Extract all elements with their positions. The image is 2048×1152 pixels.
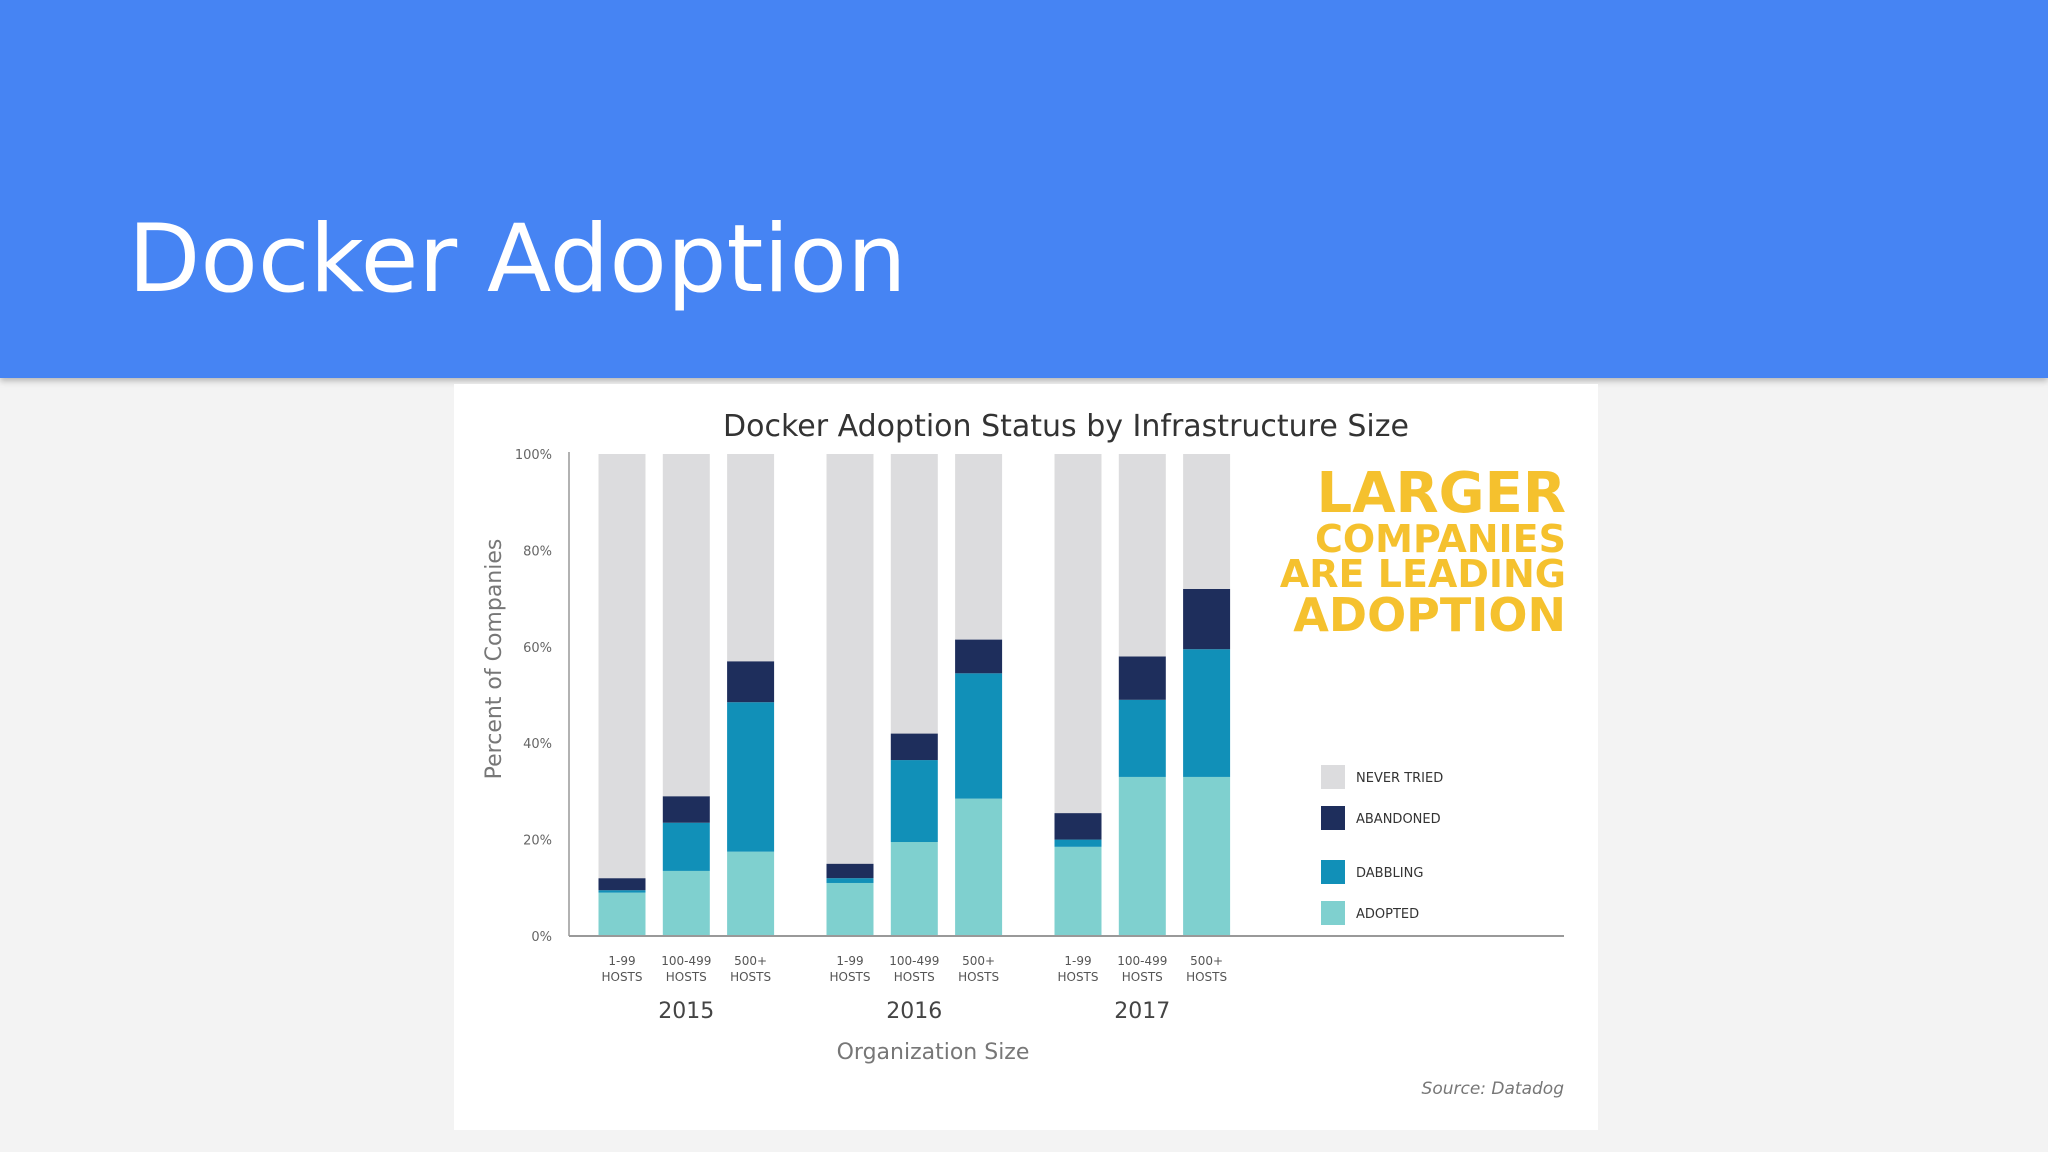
bar-segment-never-tried [662, 454, 710, 797]
y-tick-label: 100% [515, 448, 552, 463]
bar-segment-adopted [1118, 776, 1166, 936]
bar-segment-dabbling [1118, 699, 1166, 777]
legend-swatch [1321, 765, 1345, 789]
bar-segment-never-tried [1054, 454, 1102, 814]
bar-segment-dabbling [1054, 839, 1102, 847]
x-tick-label: HOSTS [666, 970, 707, 984]
bar-segment-adopted [955, 798, 1003, 936]
legend-label: NEVER TRIED [1356, 771, 1443, 786]
x-tick-label: 100-499 [889, 954, 939, 968]
bar-segment-adopted [598, 892, 646, 936]
x-axis-label: Organization Size [837, 1040, 1030, 1065]
x-tick-label: 500+ [1190, 954, 1223, 968]
y-tick-label: 80% [523, 544, 552, 559]
x-tick-label: 100-499 [1117, 954, 1167, 968]
x-tick-label: HOSTS [958, 970, 999, 984]
y-tick-label: 60% [523, 641, 552, 656]
bar-segment-never-tried [1118, 454, 1166, 657]
legend-label: ADOPTED [1356, 907, 1419, 922]
legend-label: ABANDONED [1356, 812, 1441, 827]
callout-line: LARGER [1317, 461, 1566, 526]
bar-segment-abandoned [955, 639, 1003, 674]
legend-swatch [1321, 901, 1345, 925]
bar-segment-never-tried [890, 454, 938, 734]
bar-segment-dabbling [727, 702, 775, 852]
bar-segment-never-tried [826, 454, 874, 864]
bar-segment-abandoned [1118, 656, 1166, 700]
x-tick-label: HOSTS [829, 970, 870, 984]
bar-segment-adopted [727, 851, 775, 936]
callout-line: ARE LEADING [1280, 552, 1566, 596]
bar-segment-never-tried [598, 454, 646, 879]
legend-swatch [1321, 806, 1345, 830]
bar-segment-adopted [662, 870, 710, 936]
bars-layer [598, 454, 1231, 936]
y-axis-label: Percent of Companies [482, 539, 507, 780]
x-tick-label: 500+ [962, 954, 995, 968]
chart-card: Docker Adoption Status by Infrastructure… [454, 384, 1598, 1130]
x-tick-label: 100-499 [661, 954, 711, 968]
callout-line: ADOPTION [1293, 588, 1566, 642]
x-tick-label: 500+ [734, 954, 767, 968]
x-tick-label: HOSTS [1057, 970, 1098, 984]
bar-segment-dabbling [1183, 649, 1231, 777]
y-tick-label: 20% [523, 834, 552, 849]
bar-segment-abandoned [1054, 813, 1102, 840]
group-label: 2015 [658, 999, 714, 1024]
bar-segment-never-tried [955, 454, 1003, 640]
slide-title: Docker Adoption [128, 205, 907, 314]
legend: NEVER TRIED ABANDONED DABBLING ADOPTED [1321, 765, 1443, 925]
group-label: 2016 [886, 999, 942, 1024]
x-tick-label: 1-99 [1064, 954, 1091, 968]
axes-layer: 0% 20% 40% 60% 80% 100% 1-99 HOSTS 100-499 HOSTS 5… [515, 448, 1564, 1024]
bar-segment-dabbling [826, 878, 874, 883]
bar-segment-dabbling [955, 673, 1003, 799]
source-note: Source: Datadog [1422, 1079, 1565, 1099]
bar-segment-dabbling [598, 890, 646, 893]
x-tick-label: HOSTS [601, 970, 642, 984]
bar-segment-abandoned [727, 661, 775, 703]
stacked-bar-chart: Docker Adoption Status by Infrastructure… [482, 409, 1566, 1099]
x-tick-label: HOSTS [730, 970, 771, 984]
bar-segment-abandoned [890, 733, 938, 761]
bar-segment-never-tried [727, 454, 775, 662]
y-tick-label: 0% [531, 930, 552, 945]
legend-label: DABBLING [1356, 866, 1423, 881]
bar-segment-dabbling [662, 822, 710, 871]
slide-header: Docker Adoption [0, 0, 2048, 378]
bar-segment-adopted [826, 882, 874, 936]
bar-segment-abandoned [662, 796, 710, 823]
bar-segment-adopted [1183, 776, 1231, 936]
x-tick-label: HOSTS [894, 970, 935, 984]
bar-segment-never-tried [1183, 454, 1231, 589]
x-tick-label: 1-99 [836, 954, 863, 968]
legend-swatch [1321, 860, 1345, 884]
y-tick-label: 40% [523, 737, 552, 752]
bar-segment-abandoned [598, 878, 646, 891]
x-tick-label: HOSTS [1186, 970, 1227, 984]
callout-line: COMPANIES [1315, 517, 1566, 561]
x-tick-label: 1-99 [608, 954, 635, 968]
group-label: 2017 [1114, 999, 1170, 1024]
bar-segment-adopted [890, 842, 938, 936]
bar-segment-adopted [1054, 846, 1102, 936]
chart-title: Docker Adoption Status by Infrastructure… [723, 409, 1409, 444]
bar-segment-dabbling [890, 760, 938, 843]
bar-segment-abandoned [826, 863, 874, 879]
bar-segment-abandoned [1183, 588, 1231, 650]
x-tick-label: HOSTS [1122, 970, 1163, 984]
